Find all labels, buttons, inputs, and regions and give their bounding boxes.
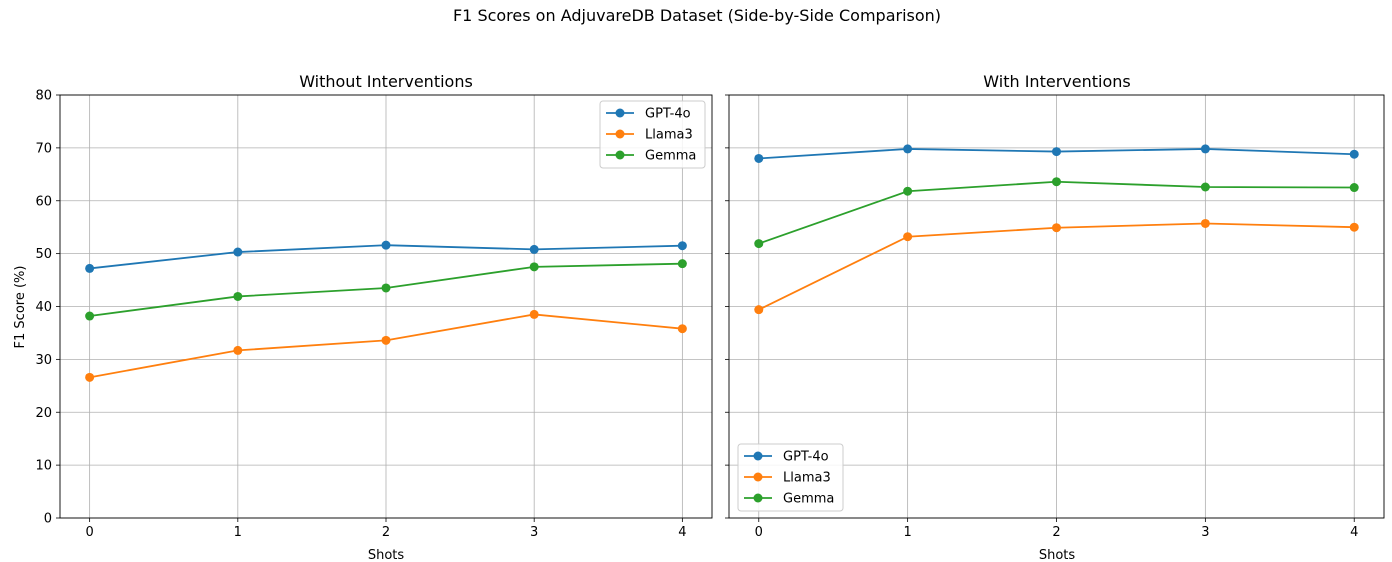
legend-label: GPT-4o [645, 107, 691, 122]
x-tick-label: 4 [1350, 525, 1358, 540]
axes-frame [59, 94, 713, 519]
x-tick-label: 2 [382, 525, 390, 540]
legend-marker [615, 129, 625, 139]
y-axis-label: F1 Score (%) [13, 266, 28, 349]
data-point [1349, 183, 1359, 193]
data-point [529, 309, 539, 319]
y-tick-label: 40 [35, 300, 52, 315]
x-tick-label: 4 [678, 525, 686, 540]
data-point [85, 311, 95, 321]
data-point [677, 259, 687, 269]
data-point [903, 186, 913, 196]
legend: GPT-4o Llama3 Gemma [737, 443, 844, 512]
y-tick-label: 50 [35, 247, 52, 262]
data-point [754, 239, 764, 249]
legend-marker [615, 150, 625, 160]
data-point [85, 372, 95, 382]
data-point [903, 232, 913, 242]
data-point [1349, 222, 1359, 232]
legend: GPT-4o Llama3 Gemma [599, 100, 706, 169]
x-tick-label: 0 [85, 525, 93, 540]
x-tick-label: 1 [903, 525, 911, 540]
x-tick-label: 3 [1201, 525, 1209, 540]
y-tick-label: 70 [35, 141, 52, 156]
x-tick-label: 1 [234, 525, 242, 540]
data-point [1052, 177, 1061, 187]
data-point [1052, 223, 1061, 233]
data-point [1200, 144, 1210, 154]
data-point [85, 263, 95, 273]
data-point [381, 283, 391, 293]
y-tick-label: 80 [35, 89, 52, 104]
axes-frame [728, 94, 1385, 519]
legend-label: Gemma [645, 149, 696, 164]
panel-with-interventions: With Interventions Shots 0 1 2 3 4 GPT-4o Llam… [725, 72, 1385, 562]
legend-label: Gemma [783, 492, 834, 507]
data-point [233, 291, 243, 301]
legend-label: Llama3 [645, 128, 693, 143]
x-axis-label: Shots [368, 548, 405, 562]
y-tick-label: 10 [35, 459, 52, 474]
panel-title: Without Interventions [299, 72, 473, 91]
legend-marker [753, 451, 763, 461]
y-tick-label: 30 [35, 353, 52, 368]
legend-box [599, 100, 706, 169]
plot-area: 0 1 2 3 4 GPT-4o Llama3 Gemma [725, 94, 1385, 540]
legend-marker [753, 493, 763, 503]
y-tick-label: 60 [35, 194, 52, 209]
data-point [233, 345, 243, 355]
panel-title: With Interventions [983, 72, 1130, 91]
legend-marker [615, 108, 625, 118]
data-point [381, 335, 391, 345]
data-point [1200, 182, 1210, 192]
data-point [1200, 218, 1210, 228]
x-axis-label: Shots [1039, 548, 1076, 562]
x-tick-label: 0 [755, 525, 763, 540]
y-tick-label: 20 [35, 406, 52, 421]
data-point [233, 247, 243, 257]
data-point [903, 144, 913, 154]
data-point [677, 241, 687, 251]
data-point [754, 305, 764, 315]
data-point [1349, 149, 1359, 159]
x-tick-label: 2 [1052, 525, 1060, 540]
data-point [1052, 147, 1061, 157]
figure-title: F1 Scores on AdjuvareDB Dataset (Side-by… [453, 6, 941, 25]
y-tick-label: 0 [44, 512, 52, 527]
data-point [529, 244, 539, 254]
data-point [381, 240, 391, 250]
panel-without-interventions: Without Interventions Shots F1 Score (%)… [13, 72, 713, 562]
data-point [754, 153, 764, 163]
legend-label: Llama3 [783, 471, 831, 486]
legend-label: GPT-4o [783, 450, 829, 465]
x-tick-label: 3 [530, 525, 538, 540]
data-point [677, 324, 687, 334]
data-point [529, 262, 539, 272]
legend-marker [753, 472, 763, 482]
legend-box [737, 443, 844, 512]
